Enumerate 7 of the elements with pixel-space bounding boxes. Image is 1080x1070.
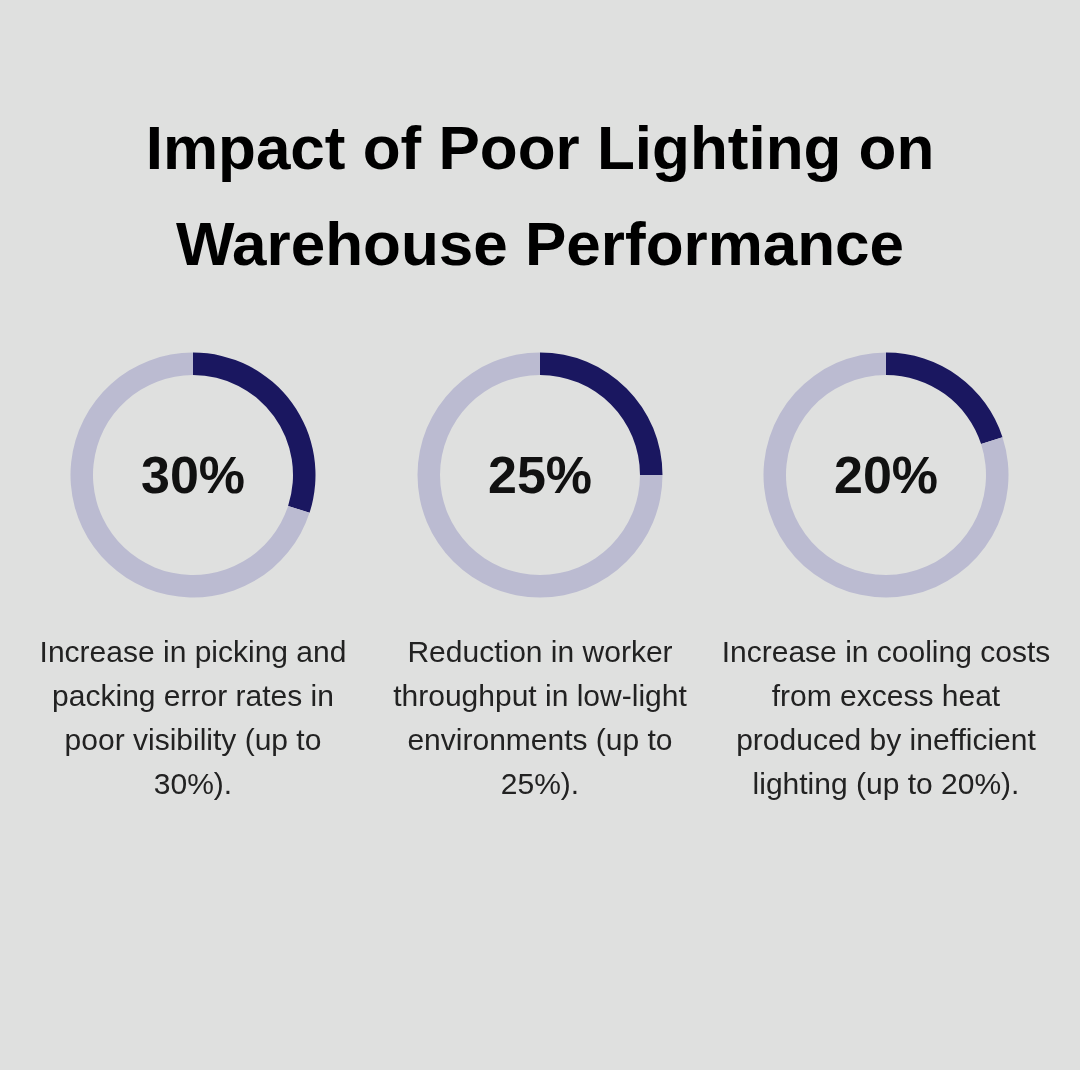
text: Increase in cooling costs from excess heat produced by inefficient lighting (up to 20%). [720, 634, 1052, 802]
text: Reduction in worker throughput in low-light environments (up to 25%). [392, 634, 688, 802]
text: Increase in picking and packing error rates in poor visibility (up to 30%). [38, 634, 348, 802]
text: Impact of Poor Lighting on Warehouse Performance [144, 112, 936, 280]
data-label: 30% [140, 446, 246, 504]
data-label: 20% [833, 446, 939, 504]
data-label: 25% [487, 446, 593, 504]
